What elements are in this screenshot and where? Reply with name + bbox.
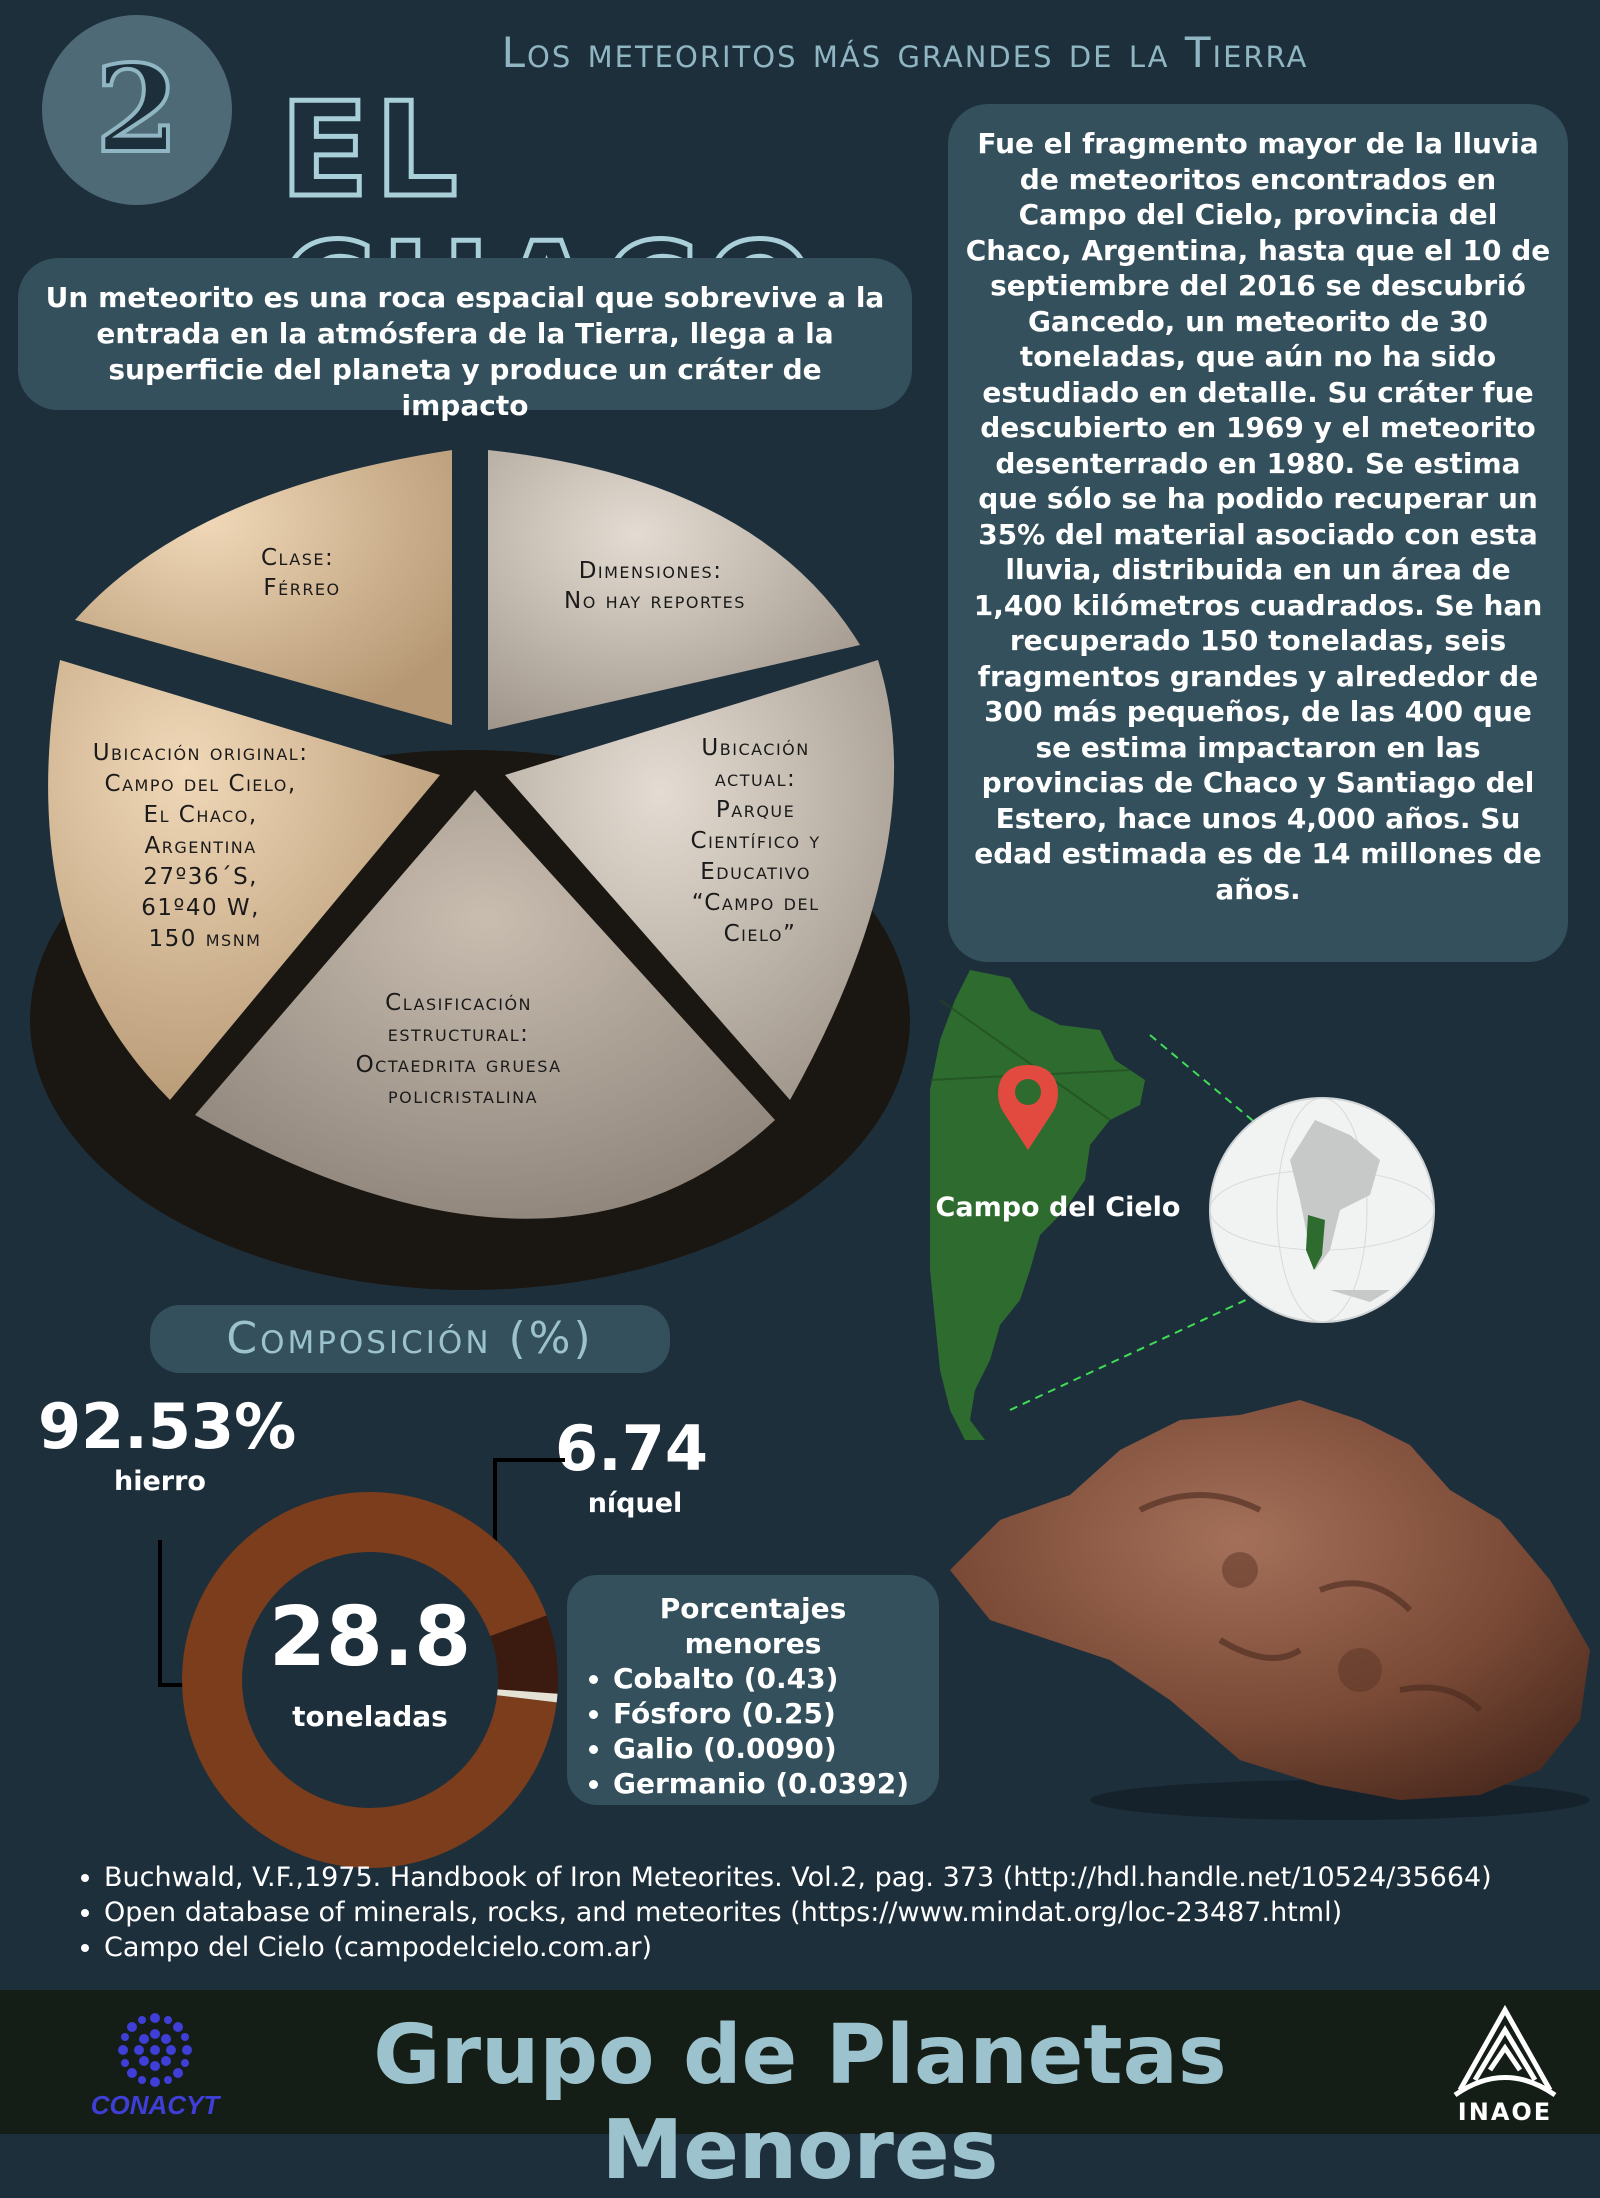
argentina-map bbox=[930, 970, 1145, 1440]
series-title: Los meteoritos más grandes de la Tierra bbox=[501, 28, 1309, 77]
list-item: Germanio (0.0392) bbox=[613, 1766, 913, 1801]
pie-segment-ubicacion-actual bbox=[505, 660, 895, 1100]
iron-label: hierro bbox=[114, 1466, 206, 1497]
iron-value: 92.53% bbox=[38, 1390, 297, 1463]
nickel-label: níquel bbox=[587, 1488, 683, 1519]
number-badge bbox=[42, 15, 232, 205]
footer-title: Grupo de Planetas Menores bbox=[373, 2008, 1227, 2198]
list-item: Cobalto (0.43) bbox=[613, 1661, 913, 1696]
meteorite-image bbox=[950, 1400, 1590, 1820]
conacyt-label: CONACYT bbox=[90, 2090, 220, 2120]
location-pin-icon bbox=[998, 1065, 1058, 1150]
composition-title: Composición (%) bbox=[150, 1305, 670, 1373]
properties-pie: Clase: Férreo Dimensiones: No hay report… bbox=[30, 450, 910, 1290]
pie-label-ubicacion-original: Ubicación original: Campo del Cielo, El … bbox=[93, 740, 318, 952]
donut-slice-hierro bbox=[182, 1492, 557, 1868]
pie-segment-clase bbox=[75, 450, 452, 725]
references: Buchwald, V.F.,1975. Handbook of Iron Me… bbox=[70, 1860, 1570, 1965]
map-location-label: Campo del Cielo bbox=[935, 1192, 1181, 1223]
location-map bbox=[930, 970, 1435, 1440]
reference-item: Buchwald, V.F.,1975. Handbook of Iron Me… bbox=[104, 1860, 1570, 1895]
pie-label-clase: Clase: Férreo bbox=[261, 545, 343, 601]
mass-label: toneladas bbox=[292, 1700, 448, 1733]
minor-percentages-box: Porcentajes menores Cobalto (0.43) Fósfo… bbox=[567, 1575, 939, 1805]
conacyt-logo-icon bbox=[118, 2013, 192, 2087]
reference-item: Campo del Cielo (campodelcielo.com.ar) bbox=[104, 1930, 1570, 1965]
minor-percentages-title: Porcentajes menores bbox=[659, 1592, 847, 1660]
pie-segment-clasificacion bbox=[195, 790, 775, 1219]
number-badge-value: 2 bbox=[93, 37, 181, 182]
reference-item: Open database of minerals, rocks, and me… bbox=[104, 1895, 1570, 1930]
globe-icon bbox=[1209, 1097, 1435, 1323]
description-box: Fue el fragmento mayor de la lluvia de m… bbox=[948, 104, 1568, 962]
mass-value: 28.8 bbox=[268, 1590, 472, 1685]
pie-segment-dimensiones bbox=[488, 450, 860, 730]
donut-slice-níquel bbox=[490, 1615, 558, 1694]
pie-label-dimensiones: Dimensiones: No hay reportes bbox=[564, 558, 746, 614]
list-item: Fósforo (0.25) bbox=[613, 1696, 913, 1731]
inaoe-label: INAOE bbox=[1457, 2098, 1553, 2126]
donut-slice-other bbox=[497, 1689, 558, 1703]
intro-box: Un meteorito es una roca espacial que so… bbox=[18, 258, 912, 422]
footer bbox=[0, 1990, 1600, 2134]
composition-donut bbox=[182, 1492, 558, 1868]
nickel-value: 6.74 bbox=[555, 1412, 708, 1485]
pie-label-clasificacion: Clasificación estructural: Octaedrita gr… bbox=[356, 990, 571, 1109]
pie-label-ubicacion-actual: Ubicación actual: Parque Científico y Ed… bbox=[691, 735, 830, 947]
list-item: Galio (0.0090) bbox=[613, 1731, 913, 1766]
pie-segment-ubicacion-original bbox=[48, 660, 440, 1100]
inaoe-logo-icon bbox=[1453, 2004, 1557, 2098]
